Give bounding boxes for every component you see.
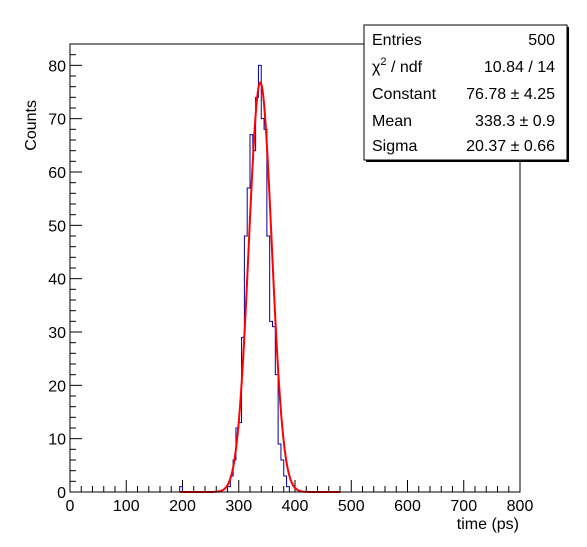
stats-box-shadow	[567, 27, 569, 162]
x-tick-labels: 0 100 200 300 400 500 600 700 800	[66, 498, 534, 515]
y-tick-label: 30	[48, 325, 66, 342]
y-tick-label: 10	[48, 432, 66, 449]
x-tick-label: 600	[394, 498, 421, 515]
x-tick-label: 300	[225, 498, 252, 515]
stats-box-shadow-bottom	[366, 160, 569, 162]
y-tick-label: 0	[57, 485, 66, 502]
stats-chi2-ndf: / ndf	[387, 59, 423, 76]
stats-entries-value: 500	[528, 32, 555, 49]
stats-chi2-value: 10.84 / 14	[484, 59, 555, 76]
stats-entries-label: Entries	[372, 32, 422, 49]
x-tick-label: 200	[169, 498, 196, 515]
y-tick-label: 50	[48, 218, 66, 235]
x-tick-label: 800	[507, 498, 534, 515]
stats-mean-value: 338.3 ± 0.9	[475, 113, 555, 130]
x-axis-label: time (ps)	[457, 516, 519, 533]
y-axis-label: Counts	[23, 100, 40, 151]
stats-chi2-label: χ2 / ndf	[372, 56, 423, 76]
stats-sigma-value: 20.37 ± 0.66	[466, 138, 555, 155]
y-tick-labels: 0 10 20 30 40 50 60 70 80	[48, 58, 66, 502]
x-tick-label: 100	[113, 498, 140, 515]
y-tick-label: 80	[48, 58, 66, 75]
stats-constant-value: 76.78 ± 4.25	[466, 86, 555, 103]
stats-sigma-label: Sigma	[372, 138, 417, 155]
stats-mean-label: Mean	[372, 113, 412, 130]
y-tick-label: 60	[48, 165, 66, 182]
stats-box: Entries 500 χ2 / ndf 10.84 / 14 Constant…	[364, 25, 569, 162]
stats-constant-label: Constant	[372, 86, 437, 103]
y-tick-label: 70	[48, 112, 66, 129]
x-tick-label: 0	[66, 498, 75, 515]
y-tick-label: 20	[48, 378, 66, 395]
x-tick-label: 500	[338, 498, 365, 515]
y-tick-label: 40	[48, 272, 66, 289]
x-tick-label: 400	[282, 498, 309, 515]
x-tick-label: 700	[450, 498, 477, 515]
